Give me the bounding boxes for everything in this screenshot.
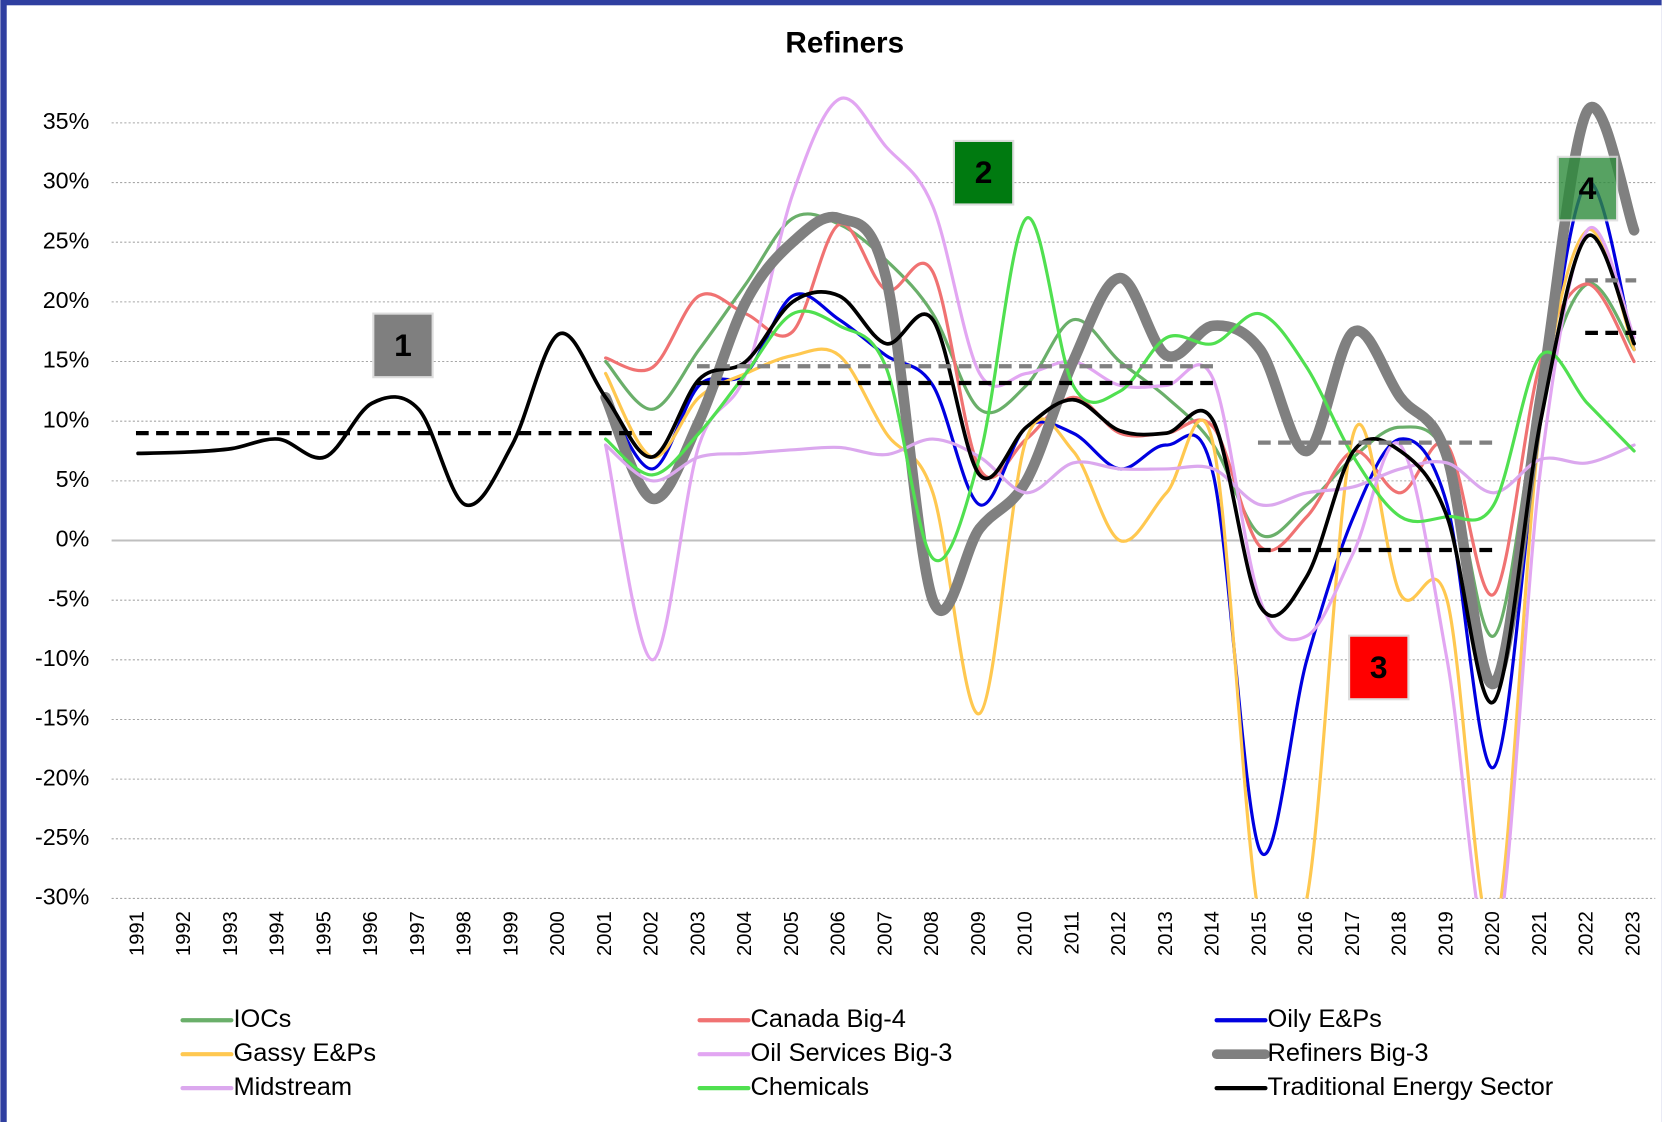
y-tick-label: 10% [43, 406, 90, 432]
y-tick-label: 30% [43, 168, 90, 194]
y-tick-label: -10% [35, 645, 89, 671]
series-line [604, 96, 1636, 899]
legend-label: Gassy E&Ps [233, 1039, 376, 1067]
y-tick-label: -30% [35, 884, 89, 910]
y-tick-label: 35% [43, 108, 90, 134]
annotation-box [372, 312, 434, 379]
annotation-label: 2 [975, 154, 993, 190]
x-tick-label: 2012 [1108, 911, 1130, 956]
x-tick-label: 2001 [594, 911, 616, 956]
x-tick-label: 2005 [781, 911, 803, 956]
annotation-box [1348, 634, 1410, 701]
x-tick-label: 1992 [173, 911, 195, 956]
legend-label: Canada Big-4 [750, 1005, 905, 1033]
x-tick-label: 2002 [641, 911, 663, 956]
legend-label: IOCs [233, 1005, 291, 1033]
y-tick-label: -20% [35, 764, 89, 790]
x-tick-label: 1994 [267, 911, 289, 956]
x-tick-label: 2023 [1622, 911, 1644, 956]
y-tick-label: 25% [43, 227, 90, 253]
legend-label: Midstream [233, 1073, 352, 1101]
x-tick-label: 2011 [1061, 911, 1083, 954]
legend-label: Refiners Big-3 [1268, 1039, 1429, 1067]
x-tick-label: 2018 [1389, 911, 1411, 956]
annotation-box [1556, 155, 1619, 222]
x-tick-label: 2007 [874, 911, 896, 956]
series-line [600, 101, 1640, 690]
chart-title: Refiners [785, 26, 904, 59]
x-tick-label: 2022 [1576, 911, 1598, 956]
x-tick-label: 2017 [1342, 911, 1364, 956]
x-tick-label: 2019 [1435, 911, 1457, 956]
x-tick-label: 1995 [313, 911, 335, 956]
x-tick-label: 1998 [454, 911, 476, 956]
x-tick-label: 1997 [407, 911, 429, 956]
y-tick-label: -5% [48, 585, 89, 611]
x-tick-label: 1996 [360, 911, 382, 956]
x-tick-label: 2014 [1202, 911, 1224, 956]
y-tick-label: -15% [35, 705, 89, 731]
y-tick-label: 5% [56, 466, 90, 492]
x-tick-label: 2015 [1248, 911, 1270, 956]
annotation-label: 4 [1579, 170, 1597, 206]
series-line [604, 228, 1636, 899]
x-tick-label: 2003 [687, 911, 709, 956]
x-tick-label: 2006 [828, 911, 850, 956]
x-tick-label: 2016 [1295, 911, 1317, 956]
x-tick-label: 2004 [734, 911, 756, 956]
legend-label: Traditional Energy Sector [1268, 1073, 1554, 1101]
legend-label: Chemicals [750, 1073, 869, 1101]
x-tick-label: 1991 [126, 911, 148, 956]
annotation-box [952, 139, 1015, 206]
series-line [604, 216, 1636, 563]
series-line [604, 437, 1636, 508]
x-tick-label: 2013 [1155, 911, 1177, 956]
x-tick-label: 1993 [220, 911, 242, 956]
annotation-label: 1 [394, 327, 412, 363]
x-tick-label: 2010 [1015, 911, 1037, 956]
x-tick-label: 2021 [1529, 911, 1551, 956]
series-line [604, 222, 1636, 597]
x-tick-label: 2020 [1482, 911, 1504, 956]
legend-label: Oily E&Ps [1268, 1005, 1382, 1033]
x-tick-label: 2000 [547, 911, 569, 956]
background [6, 5, 1662, 1122]
y-tick-label: 20% [43, 287, 90, 313]
legend-label: Oil Services Big-3 [750, 1039, 952, 1067]
x-tick-label: 1999 [500, 911, 522, 956]
x-tick-label: 2008 [921, 911, 943, 956]
y-tick-label: 15% [43, 347, 90, 373]
y-tick-label: 0% [56, 526, 90, 552]
annotation-label: 3 [1370, 649, 1388, 685]
y-tick-label: -25% [35, 824, 89, 850]
x-tick-label: 2009 [968, 911, 990, 956]
